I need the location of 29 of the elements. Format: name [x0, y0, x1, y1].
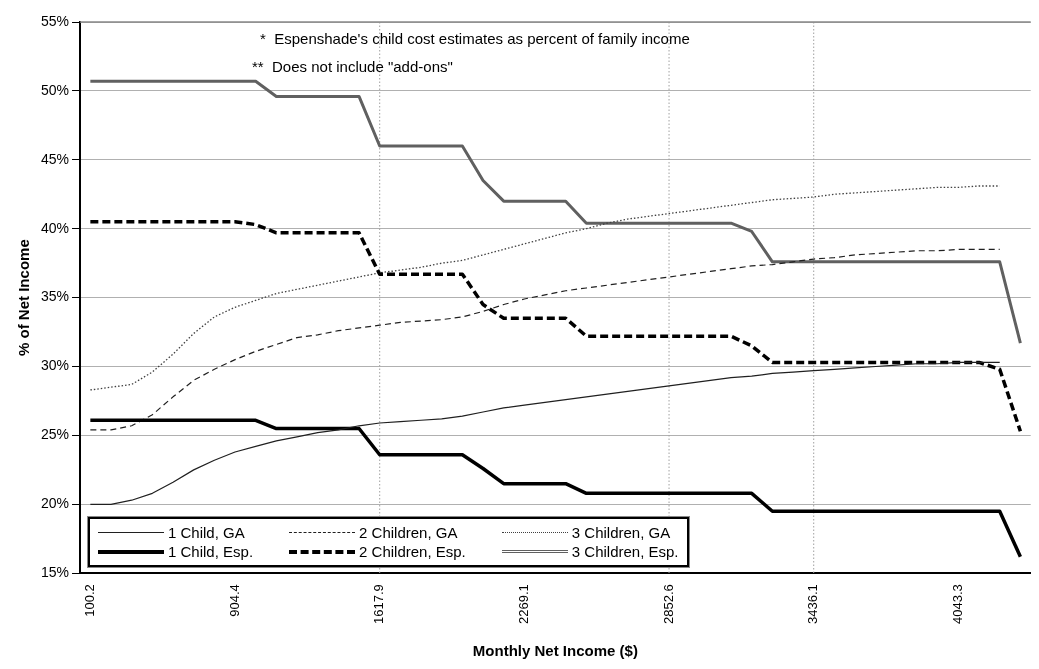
legend-label: 3 Children, Esp. — [571, 542, 679, 562]
y-tick-label: 45% — [40, 150, 70, 167]
y-tick-label: 20% — [40, 495, 70, 512]
y-tick-label: 35% — [40, 288, 70, 305]
line-series — [88, 220, 1023, 434]
y-axis-title: % of Net Income — [15, 239, 33, 356]
x-tick-label: 1617.9 — [371, 584, 387, 624]
x-tick-label: 904.4 — [226, 584, 242, 617]
x-tick-label: 2269.1 — [515, 584, 531, 624]
annotation: ** Does not include "add-ons" — [252, 58, 453, 76]
y-tick-label: 50% — [40, 81, 70, 98]
y-tick-label: 25% — [40, 426, 70, 443]
y-tick-label: 30% — [40, 357, 70, 374]
legend-label: 2 Children, Esp. — [359, 542, 466, 562]
legend-label: 1 Child, GA — [168, 523, 245, 543]
line-series — [89, 248, 1001, 431]
legend-label: 1 Child, Esp. — [168, 542, 254, 562]
x-axis-title: Monthly Net Income ($) — [472, 642, 638, 660]
y-tick-label: 55% — [40, 12, 70, 29]
y-tick-label: 15% — [40, 564, 70, 581]
legend-label: 3 Children, GA — [571, 523, 671, 543]
line-series — [89, 185, 1001, 391]
x-tick-label: 2852.6 — [660, 584, 676, 624]
x-tick-label: 3436.1 — [805, 584, 821, 624]
y-tick-label: 40% — [40, 219, 70, 236]
x-tick-label: 4043.3 — [949, 584, 965, 624]
annotation: * Espenshade's child cost estimates as percent of family income — [260, 30, 690, 48]
x-tick-label: 100.2 — [81, 584, 97, 617]
legend-label: 2 Children, GA — [359, 523, 458, 543]
